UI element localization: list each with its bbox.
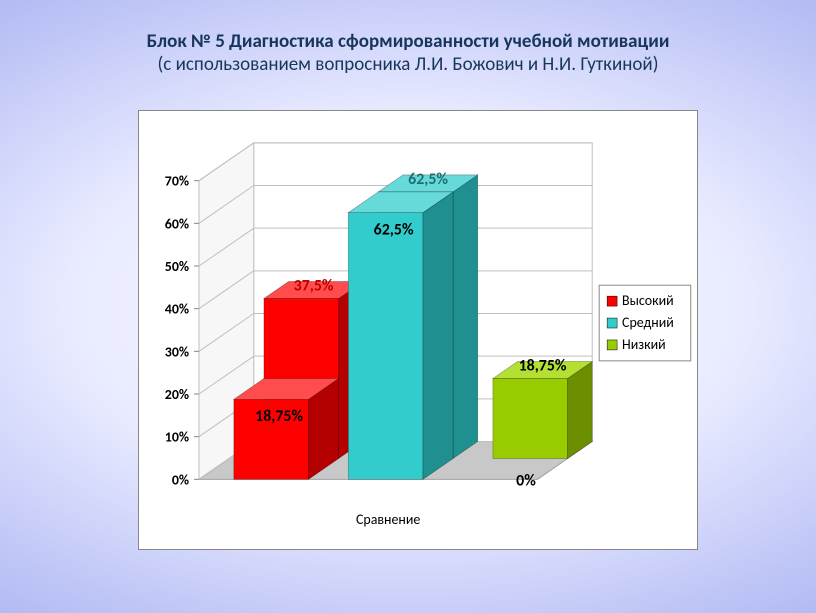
svg-text:0%: 0% (172, 471, 189, 488)
slide: Блок № 5 Диагностика сформированности уч… (0, 0, 816, 613)
svg-text:10%: 10% (165, 429, 189, 446)
svg-text:62,5%: 62,5% (374, 221, 414, 240)
svg-text:62,5%: 62,5% (408, 170, 448, 189)
legend-label-high: Высокий (622, 292, 674, 309)
legend-swatch-mid (607, 318, 617, 328)
svg-text:70%: 70% (165, 173, 189, 190)
svg-text:50%: 50% (165, 258, 189, 275)
legend-swatch-low (607, 340, 617, 350)
xaxis-label: Сравнение (356, 511, 420, 528)
legend-label-mid: Средний (622, 314, 674, 331)
title-block: Блок № 5 Диагностика сформированности уч… (0, 0, 816, 76)
chart-panel: 0% 10% 20% 30% 40% 50% 60% 70% 37,5% 18,75% 62,5%… (138, 110, 698, 550)
legend: Высокий Средний Низкий (599, 285, 691, 361)
legend-swatch-high (607, 296, 617, 306)
svg-text:60%: 60% (165, 215, 189, 232)
svg-text:18,75%: 18,75% (519, 357, 567, 376)
svg-text:30%: 30% (165, 343, 189, 360)
svg-text:0%: 0% (516, 471, 536, 490)
svg-text:37,5%: 37,5% (294, 277, 334, 296)
bar-chart-3d: 0% 10% 20% 30% 40% 50% 60% 70% 37,5% 18,75% 62,5%… (139, 111, 697, 549)
title-line1: Блок № 5 Диагностика сформированности уч… (0, 30, 816, 53)
legend-label-low: Низкий (622, 336, 666, 353)
svg-text:18,75%: 18,75% (255, 407, 303, 426)
title-line2: (с использованием вопросника Л.И. Божови… (0, 53, 816, 76)
svg-text:20%: 20% (165, 386, 189, 403)
svg-text:40%: 40% (165, 301, 189, 318)
